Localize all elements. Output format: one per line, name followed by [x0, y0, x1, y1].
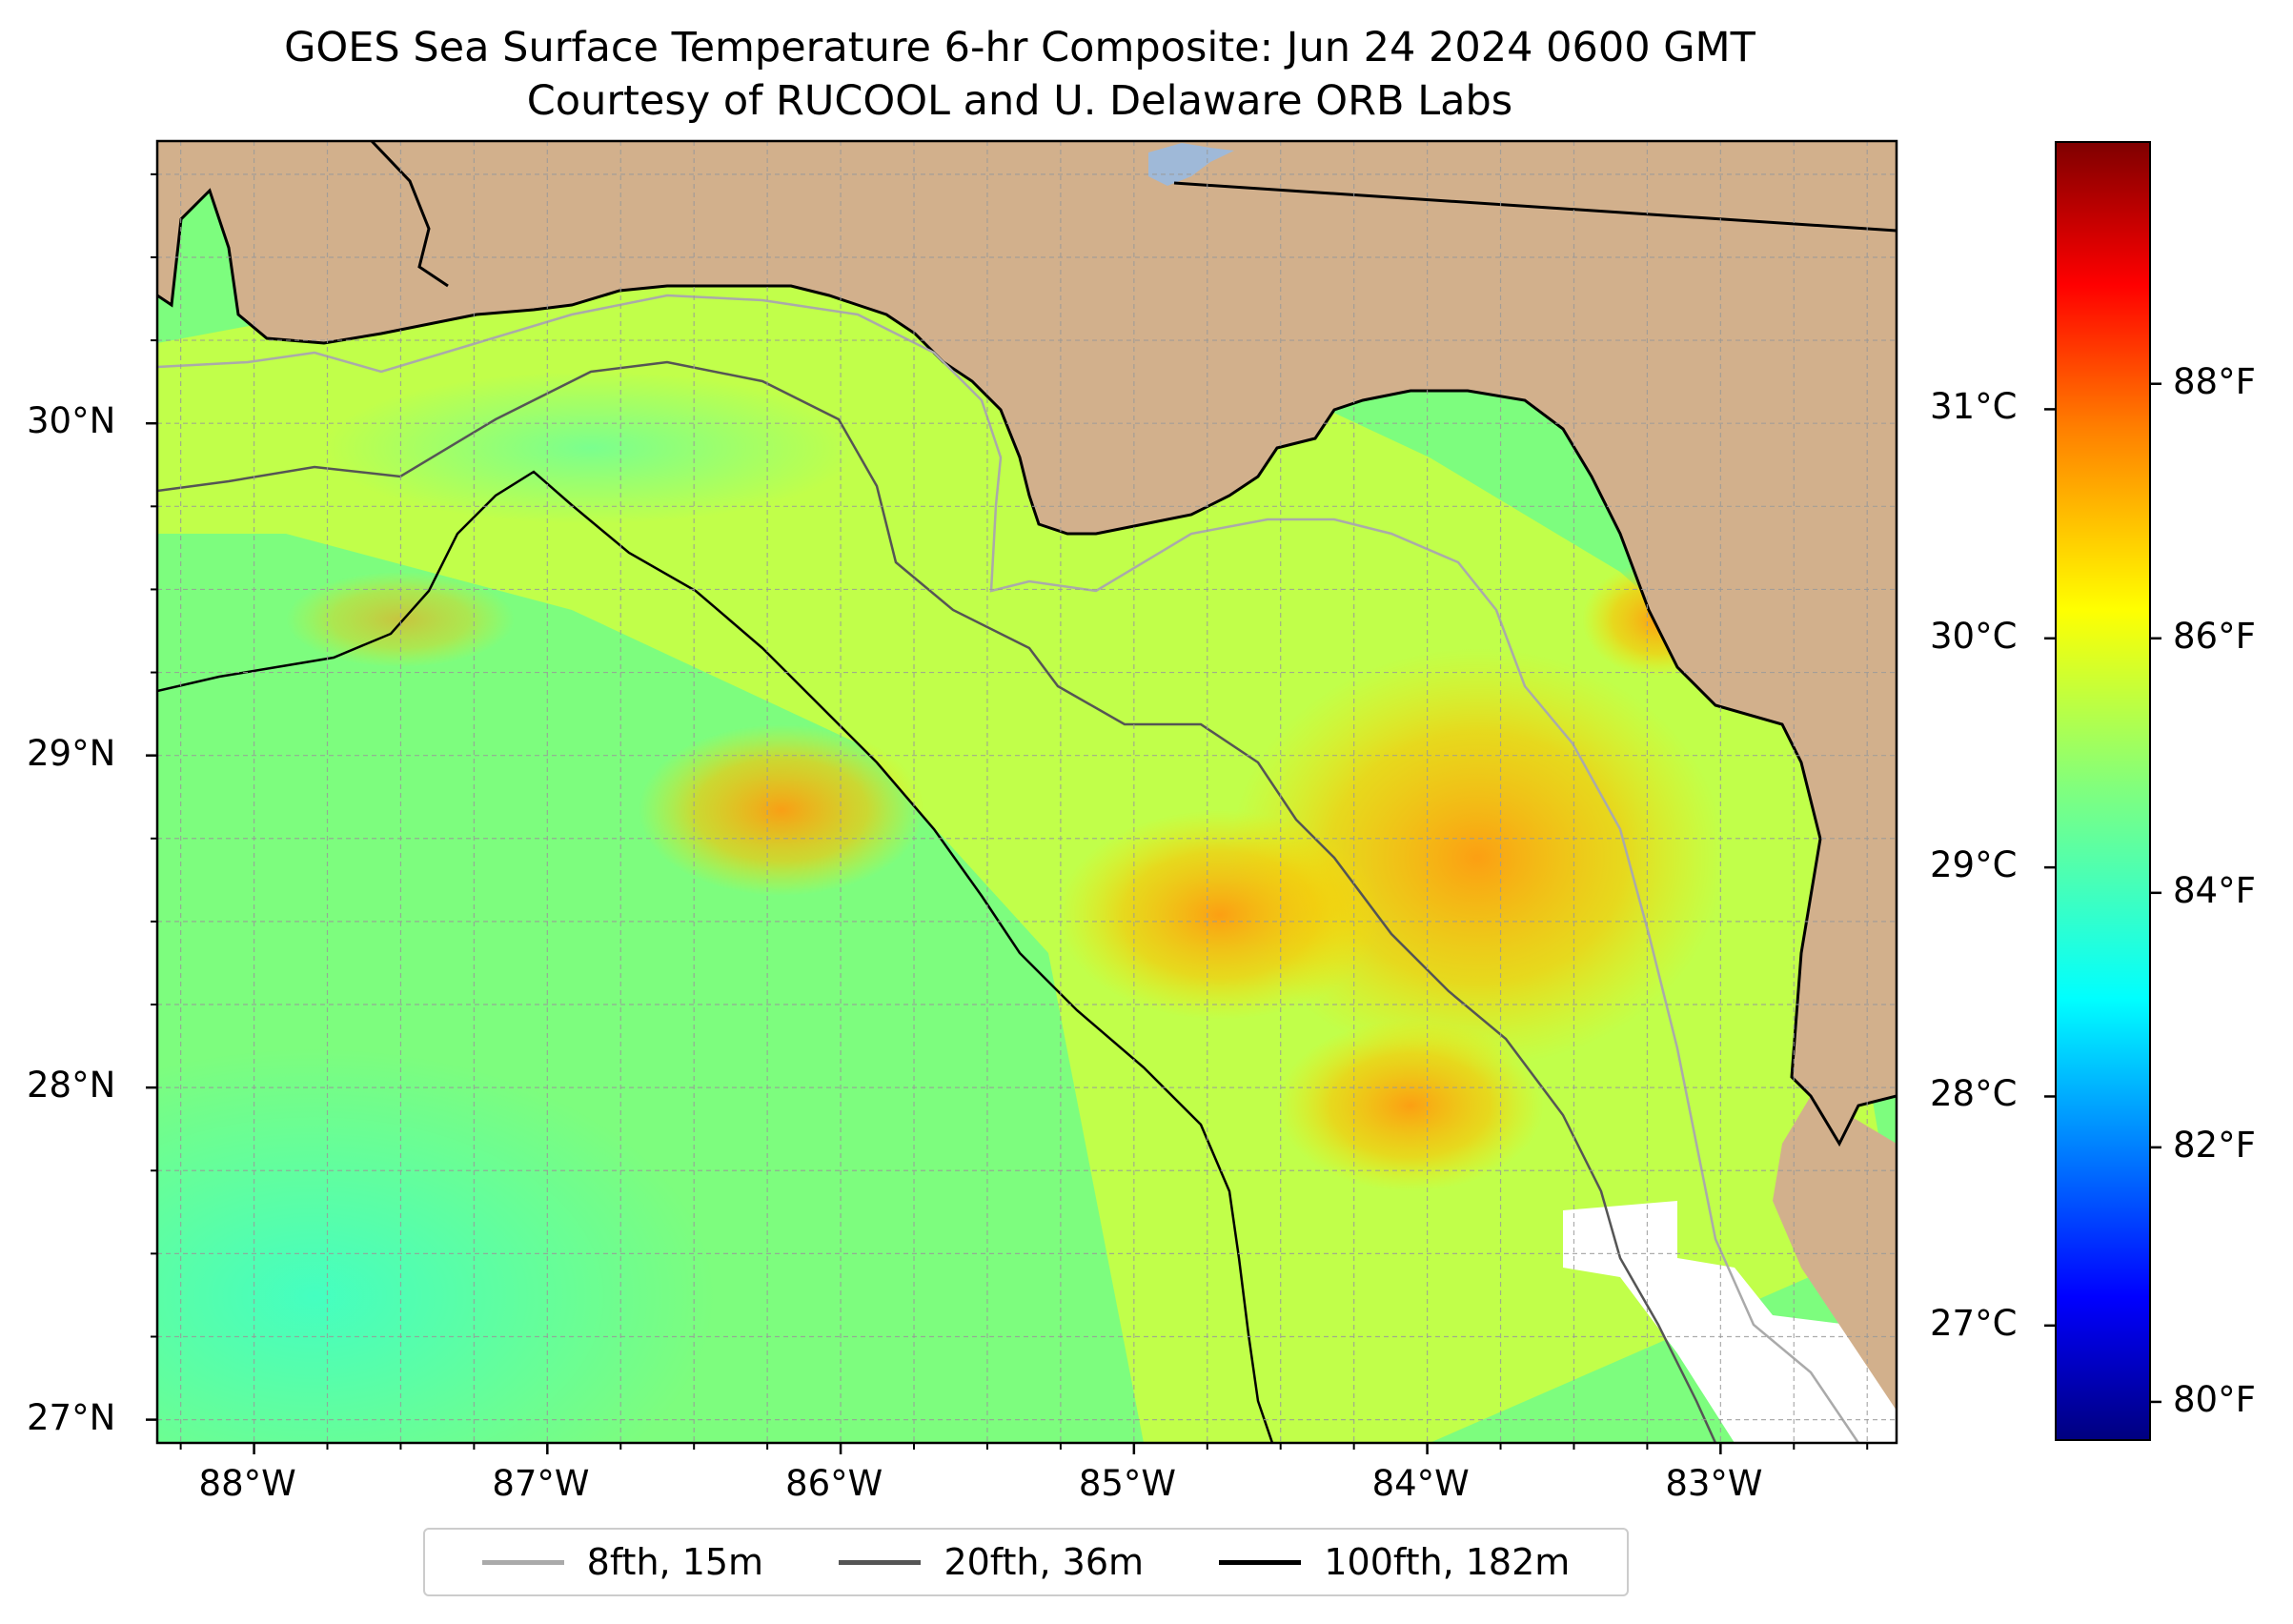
legend-item-8fth: 8fth, 15m: [481, 1541, 764, 1583]
colorbar-gradient: [2056, 142, 2150, 1440]
lon-tick-label: 88°W: [198, 1463, 296, 1504]
celsius-tick-label: 28°C: [1930, 1073, 2018, 1115]
fahrenheit-tick-label: 82°F: [2173, 1124, 2256, 1166]
isobath-100fth: [157, 470, 1274, 1443]
legend-label: 8fth, 15m: [586, 1541, 764, 1583]
warm-patch: [286, 572, 515, 667]
lat-tick-label: 27°N: [27, 1396, 116, 1438]
celsius-tick-label: 27°C: [1930, 1302, 2018, 1344]
map-area: [157, 141, 1897, 1443]
isobath-8fth: [157, 294, 1860, 1443]
no-data-area: [1563, 1201, 1897, 1443]
cool-water-patch: [324, 372, 858, 524]
lon-tick-label: 84°W: [1371, 1463, 1470, 1504]
colorbar: [2055, 141, 2151, 1441]
legend: 8fth, 15m 20fth, 36m 100fth, 182m: [423, 1528, 1629, 1596]
map-title: GOES Sea Surface Temperature 6-hr Compos…: [284, 24, 1755, 71]
map-gridlines: [157, 141, 1897, 1443]
lon-tick-label: 83°W: [1665, 1463, 1763, 1504]
state-border: [1173, 181, 1897, 233]
legend-label: 20fth, 36m: [944, 1541, 1145, 1583]
celsius-tick-label: 29°C: [1930, 844, 2018, 886]
state-border: [370, 141, 449, 288]
isobath-20fth: [157, 360, 1717, 1443]
cool-water-patch: [157, 1048, 715, 1443]
lon-tick-label: 85°W: [1078, 1463, 1176, 1504]
legend-item-20fth: 20fth, 36m: [839, 1541, 1144, 1583]
fahrenheit-tick-label: 88°F: [2173, 360, 2256, 402]
legend-swatch: [481, 1559, 564, 1565]
map-frame: [155, 139, 1898, 1445]
lake: [1148, 143, 1234, 186]
map-subtitle: Courtesy of RUCOOL and U. Delaware ORB L…: [526, 77, 1513, 125]
legend-swatch: [839, 1559, 922, 1565]
colorbar-ticks: [2044, 382, 2161, 1404]
fahrenheit-tick-label: 86°F: [2173, 615, 2256, 657]
warm-patch: [1058, 810, 1382, 1020]
lat-tick-label: 30°N: [27, 400, 116, 442]
lat-tick-label: 29°N: [27, 732, 116, 774]
legend-swatch: [1219, 1559, 1302, 1565]
lat-tick-label: 28°N: [27, 1065, 116, 1106]
lon-tick-label: 86°W: [785, 1463, 883, 1504]
celsius-tick-label: 30°C: [1930, 615, 2018, 657]
fahrenheit-tick-label: 80°F: [2173, 1378, 2256, 1420]
land-area: [157, 141, 1897, 1144]
coastline: [157, 188, 1897, 1147]
fahrenheit-tick-label: 84°F: [2173, 869, 2256, 911]
legend-label: 100fth, 182m: [1324, 1541, 1571, 1583]
legend-item-100fth: 100fth, 182m: [1219, 1541, 1570, 1583]
map-ticks: [146, 173, 1869, 1454]
lon-tick-label: 87°W: [492, 1463, 590, 1504]
warm-patch: [639, 724, 924, 896]
celsius-tick-label: 31°C: [1930, 386, 2018, 428]
warm-patch: [1277, 1020, 1544, 1191]
